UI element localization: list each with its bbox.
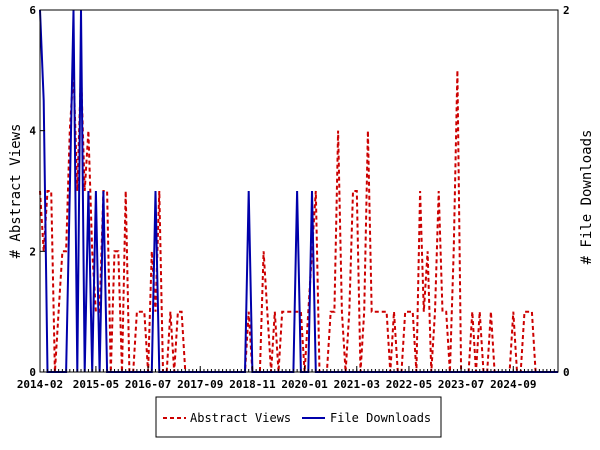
y-left-tick-label: 4	[29, 125, 36, 138]
y-left-tick-label: 0	[29, 366, 36, 379]
x-tick-label: 2018-11	[229, 378, 276, 391]
x-tick-label: 2017-09	[177, 378, 223, 391]
x-tick-label: 2014-02	[17, 378, 63, 391]
x-tick-label: 2021-03	[334, 378, 380, 391]
x-tick-label: 2020-01	[281, 378, 328, 391]
x-tick-label: 2015-05	[73, 378, 119, 391]
x-tick-label: 2016-07	[125, 378, 171, 391]
legend-label-abstract-views: Abstract Views	[190, 411, 291, 425]
series-line-abstract-views	[39, 70, 558, 373]
y-axis-right-title: # File Downloads	[579, 130, 595, 265]
legend-label-file-downloads: File Downloads	[330, 411, 431, 425]
y-left-tick-label: 2	[29, 245, 36, 258]
x-tick-label: 2023-07	[438, 378, 484, 391]
y-right-tick-label: 0	[563, 366, 570, 379]
legend: Abstract Views File Downloads	[155, 396, 442, 438]
y-right-tick-label: 2	[563, 4, 570, 17]
plot-frame	[39, 9, 559, 373]
y-left-tick-label: 6	[29, 4, 36, 17]
axes: 2014-02 2015-05 2016-07 2017-09 2018-11 2020-…	[17, 4, 570, 391]
legend-box	[155, 396, 442, 438]
x-tick-label: 2022-05	[386, 378, 432, 391]
y-axis-left-title: # Abstract Views	[8, 124, 24, 259]
x-tick-label: 2024-09	[490, 378, 536, 391]
